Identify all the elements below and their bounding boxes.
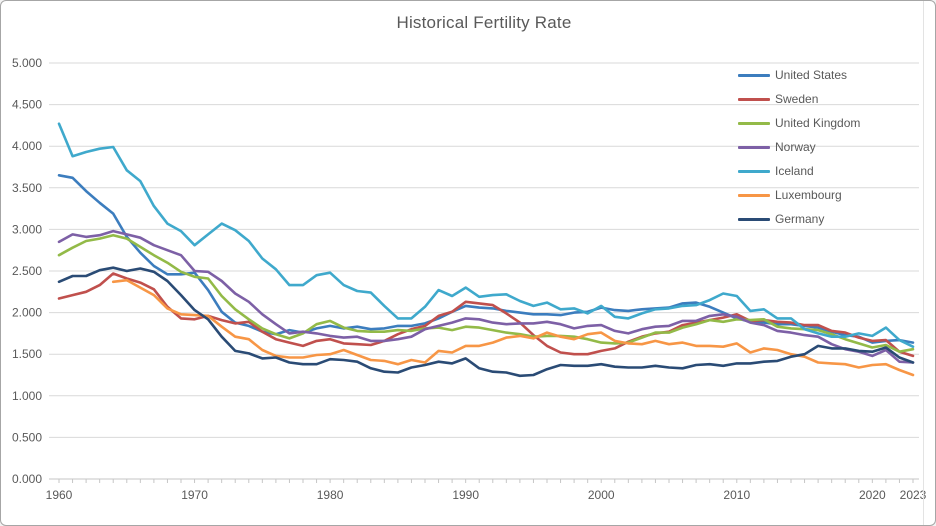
legend-item-iceland: Iceland (738, 159, 860, 183)
legend-label-luxembourg: Luxembourg (775, 188, 842, 202)
x-axis-tick-label: 1970 (181, 488, 208, 502)
y-axis-tick-label: 4.500 (12, 98, 42, 112)
legend-item-norway: Norway (738, 135, 860, 159)
legend-line-swatch-sweden (738, 97, 770, 101)
y-axis-tick-label: 1.500 (12, 347, 42, 361)
x-axis-tick-label: 1990 (452, 488, 479, 502)
x-axis-tick-label: 1960 (46, 488, 73, 502)
series-line-luxembourg (111, 278, 915, 377)
y-axis-tick-label: 0.500 (12, 430, 42, 444)
legend-line-swatch-germany (738, 217, 770, 221)
y-axis-tick-label: 4.000 (12, 139, 42, 153)
chart-legend: United States Sweden United Kingdom Norway I… (738, 63, 860, 231)
series-line-norway (57, 229, 915, 364)
legend-label-germany: Germany (775, 212, 825, 226)
legend-line-swatch-united-kingdom (738, 121, 770, 125)
y-axis-tick-label: 2.500 (12, 264, 42, 278)
legend-label-iceland: Iceland (775, 164, 814, 178)
series-line-united-kingdom (57, 233, 915, 353)
panel-edge-line (923, 1, 924, 525)
y-axis-tick-label: 3.500 (12, 181, 42, 195)
legend-item-germany: Germany (738, 207, 860, 231)
y-axis-tick-label: 1.000 (12, 389, 42, 403)
series-line-sweden (57, 272, 915, 358)
legend-item-united-kingdom: United Kingdom (738, 111, 860, 135)
y-axis-tick-label: 5.000 (12, 56, 42, 70)
y-axis-tick-label: 3.000 (12, 222, 42, 236)
legend-line-swatch-iceland (738, 169, 770, 173)
series-line-germany (57, 266, 915, 378)
legend-item-sweden: Sweden (738, 87, 860, 111)
legend-label-united-kingdom: United Kingdom (775, 116, 861, 130)
legend-label-norway: Norway (775, 140, 816, 154)
x-axis-tick-label: 1980 (317, 488, 344, 502)
legend-line-swatch-norway (738, 145, 770, 149)
x-axis-tick-label: 2010 (723, 488, 750, 502)
legend-label-united-states: United States (775, 68, 848, 82)
legend-line-swatch-luxembourg (738, 193, 770, 197)
x-axis-tick-label: 2000 (588, 488, 615, 502)
x-axis-tick-label: 2023 (900, 488, 927, 502)
series-line-iceland (57, 122, 915, 348)
y-axis-tick-label: 0.000 (12, 472, 42, 486)
legend-item-luxembourg: Luxembourg (738, 183, 860, 207)
y-axis-tick-label: 2.000 (12, 306, 42, 320)
chart-title: Historical Fertility Rate (396, 13, 572, 32)
legend-item-united-states: United States (738, 63, 860, 87)
legend-line-swatch-united-states (738, 73, 770, 77)
x-axis-tick-label: 2020 (859, 488, 886, 502)
legend-label-sweden: Sweden (775, 92, 819, 106)
